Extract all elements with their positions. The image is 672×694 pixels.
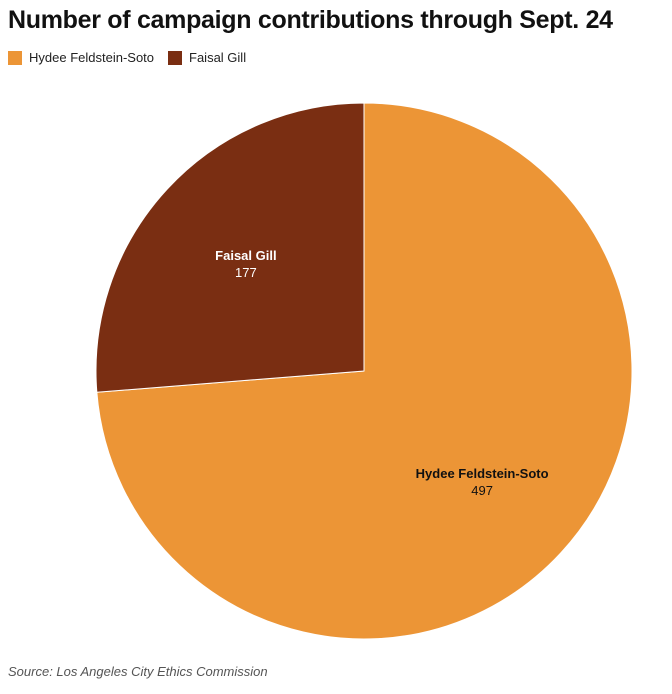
pie-slice-faisal-gill — [95, 102, 365, 393]
legend-label-hydee-feldstein-soto: Hydee Feldstein-Soto — [29, 50, 155, 65]
chart-title: Number of campaign contributions through… — [8, 6, 613, 34]
source-note: Source: Los Angeles City Ethics Commissi… — [8, 664, 268, 679]
legend-item-faisal-gill: Faisal Gill — [168, 50, 246, 65]
slice-value-hydee-feldstein-soto: 497 — [471, 483, 493, 498]
legend-item-hydee-feldstein-soto: Hydee Feldstein-Soto — [8, 50, 154, 65]
legend: Hydee Feldstein-Soto Faisal Gill — [8, 50, 260, 65]
legend-label-faisal-gill: Faisal Gill — [189, 50, 247, 65]
slice-value-faisal-gill: 177 — [235, 265, 257, 280]
legend-swatch-faisal-gill — [168, 50, 183, 65]
legend-swatch-hydee-feldstein-soto — [8, 50, 22, 65]
slice-label-hydee-feldstein-soto: Hydee Feldstein-Soto — [416, 466, 549, 481]
slice-label-faisal-gill: Faisal Gill — [215, 248, 276, 263]
